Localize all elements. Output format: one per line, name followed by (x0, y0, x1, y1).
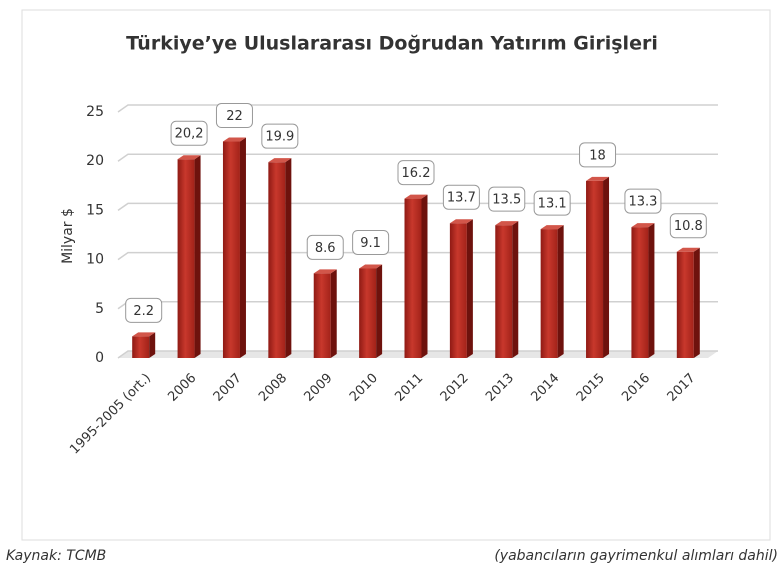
value-label: 19.9 (265, 130, 294, 145)
bar-top (631, 223, 655, 228)
bar-top (313, 269, 337, 274)
value-label: 16.2 (402, 166, 431, 181)
bar-top (268, 158, 292, 163)
bar-front (177, 159, 195, 358)
source-note: Kaynak: TCMB (6, 548, 106, 564)
footnote: (yabancıların gayrimenkul alımları dahil… (494, 548, 778, 564)
bar-top (222, 137, 246, 142)
y-tick-label: 25 (86, 104, 104, 120)
bar-top (177, 155, 201, 160)
value-label: 13.1 (538, 197, 567, 212)
bar (586, 176, 610, 358)
value-label: 2.2 (133, 304, 154, 319)
bar-side (194, 155, 201, 358)
value-label: 13.5 (492, 193, 521, 208)
bar (268, 158, 292, 358)
bar-top (586, 176, 610, 181)
value-label: 13.7 (447, 191, 476, 206)
bar-top (676, 247, 700, 252)
bar (359, 264, 383, 358)
bar (495, 221, 519, 358)
bar-side (603, 176, 610, 358)
value-label: 18 (589, 148, 606, 163)
bar-side (693, 247, 700, 358)
bar (222, 137, 246, 358)
bar (631, 223, 655, 358)
bar-side (149, 332, 156, 358)
bar-side (512, 221, 519, 358)
y-axis-label: Milyar $ (60, 208, 76, 264)
bar (177, 155, 201, 358)
y-tick-label: 5 (95, 301, 104, 317)
chart-title: Türkiye’ye Uluslararası Doğrudan Yatırım… (126, 33, 658, 55)
bar-side (648, 223, 655, 358)
grid-line (117, 251, 718, 261)
value-label: 9.1 (360, 236, 381, 251)
bar-side (285, 158, 292, 358)
value-label-box (533, 190, 571, 216)
value-label: 13.3 (628, 195, 657, 210)
bar-top (359, 264, 383, 269)
bar-side (466, 219, 473, 358)
bar-front (404, 198, 422, 358)
bar-side (557, 225, 564, 358)
y-tick-label: 0 (95, 350, 104, 366)
y-tick-label: 20 (86, 153, 104, 169)
value-label-box (397, 160, 435, 186)
bar-front (132, 336, 150, 358)
bar (132, 332, 156, 358)
bar-side (330, 269, 337, 358)
bar-front (676, 251, 694, 358)
value-label-box (306, 234, 344, 260)
bar-front (222, 141, 240, 358)
bar-top (495, 221, 519, 226)
bar-top (132, 332, 156, 337)
bar-side (421, 194, 428, 358)
bar-front (313, 273, 331, 358)
bar-side (376, 264, 383, 358)
bar-front (268, 162, 286, 358)
bar-front (495, 225, 513, 358)
bar-front (540, 229, 558, 358)
value-label-box (624, 188, 662, 214)
value-label-box (442, 184, 480, 210)
bar-front (586, 180, 604, 358)
bar-top (540, 225, 564, 230)
value-label: 20,2 (175, 127, 204, 142)
bar-side (239, 137, 246, 358)
value-label: 22 (226, 109, 243, 124)
grid-line (117, 104, 718, 113)
bar-top (404, 194, 428, 199)
value-label-box (488, 186, 526, 212)
y-tick-label: 15 (86, 202, 104, 218)
bar (313, 269, 337, 358)
bar (676, 247, 700, 358)
value-label-box (215, 103, 253, 129)
chart-frame (21, 9, 771, 541)
value-label-box (170, 120, 208, 146)
bar (449, 219, 473, 358)
bar-front (631, 227, 649, 358)
bar-front (359, 268, 377, 358)
value-label-box (669, 213, 707, 239)
grid-line (117, 153, 718, 162)
bar (540, 225, 564, 358)
value-label: 10.8 (674, 219, 703, 234)
value-label-box (352, 229, 390, 255)
value-label-box (579, 142, 617, 168)
value-label-box (125, 297, 163, 323)
bar (404, 194, 428, 358)
bar-top (449, 219, 473, 224)
y-tick-label: 10 (86, 252, 104, 268)
value-label-box (261, 123, 299, 149)
bar-front (449, 223, 467, 358)
grid-line (117, 350, 718, 359)
value-label: 8.6 (315, 241, 336, 256)
